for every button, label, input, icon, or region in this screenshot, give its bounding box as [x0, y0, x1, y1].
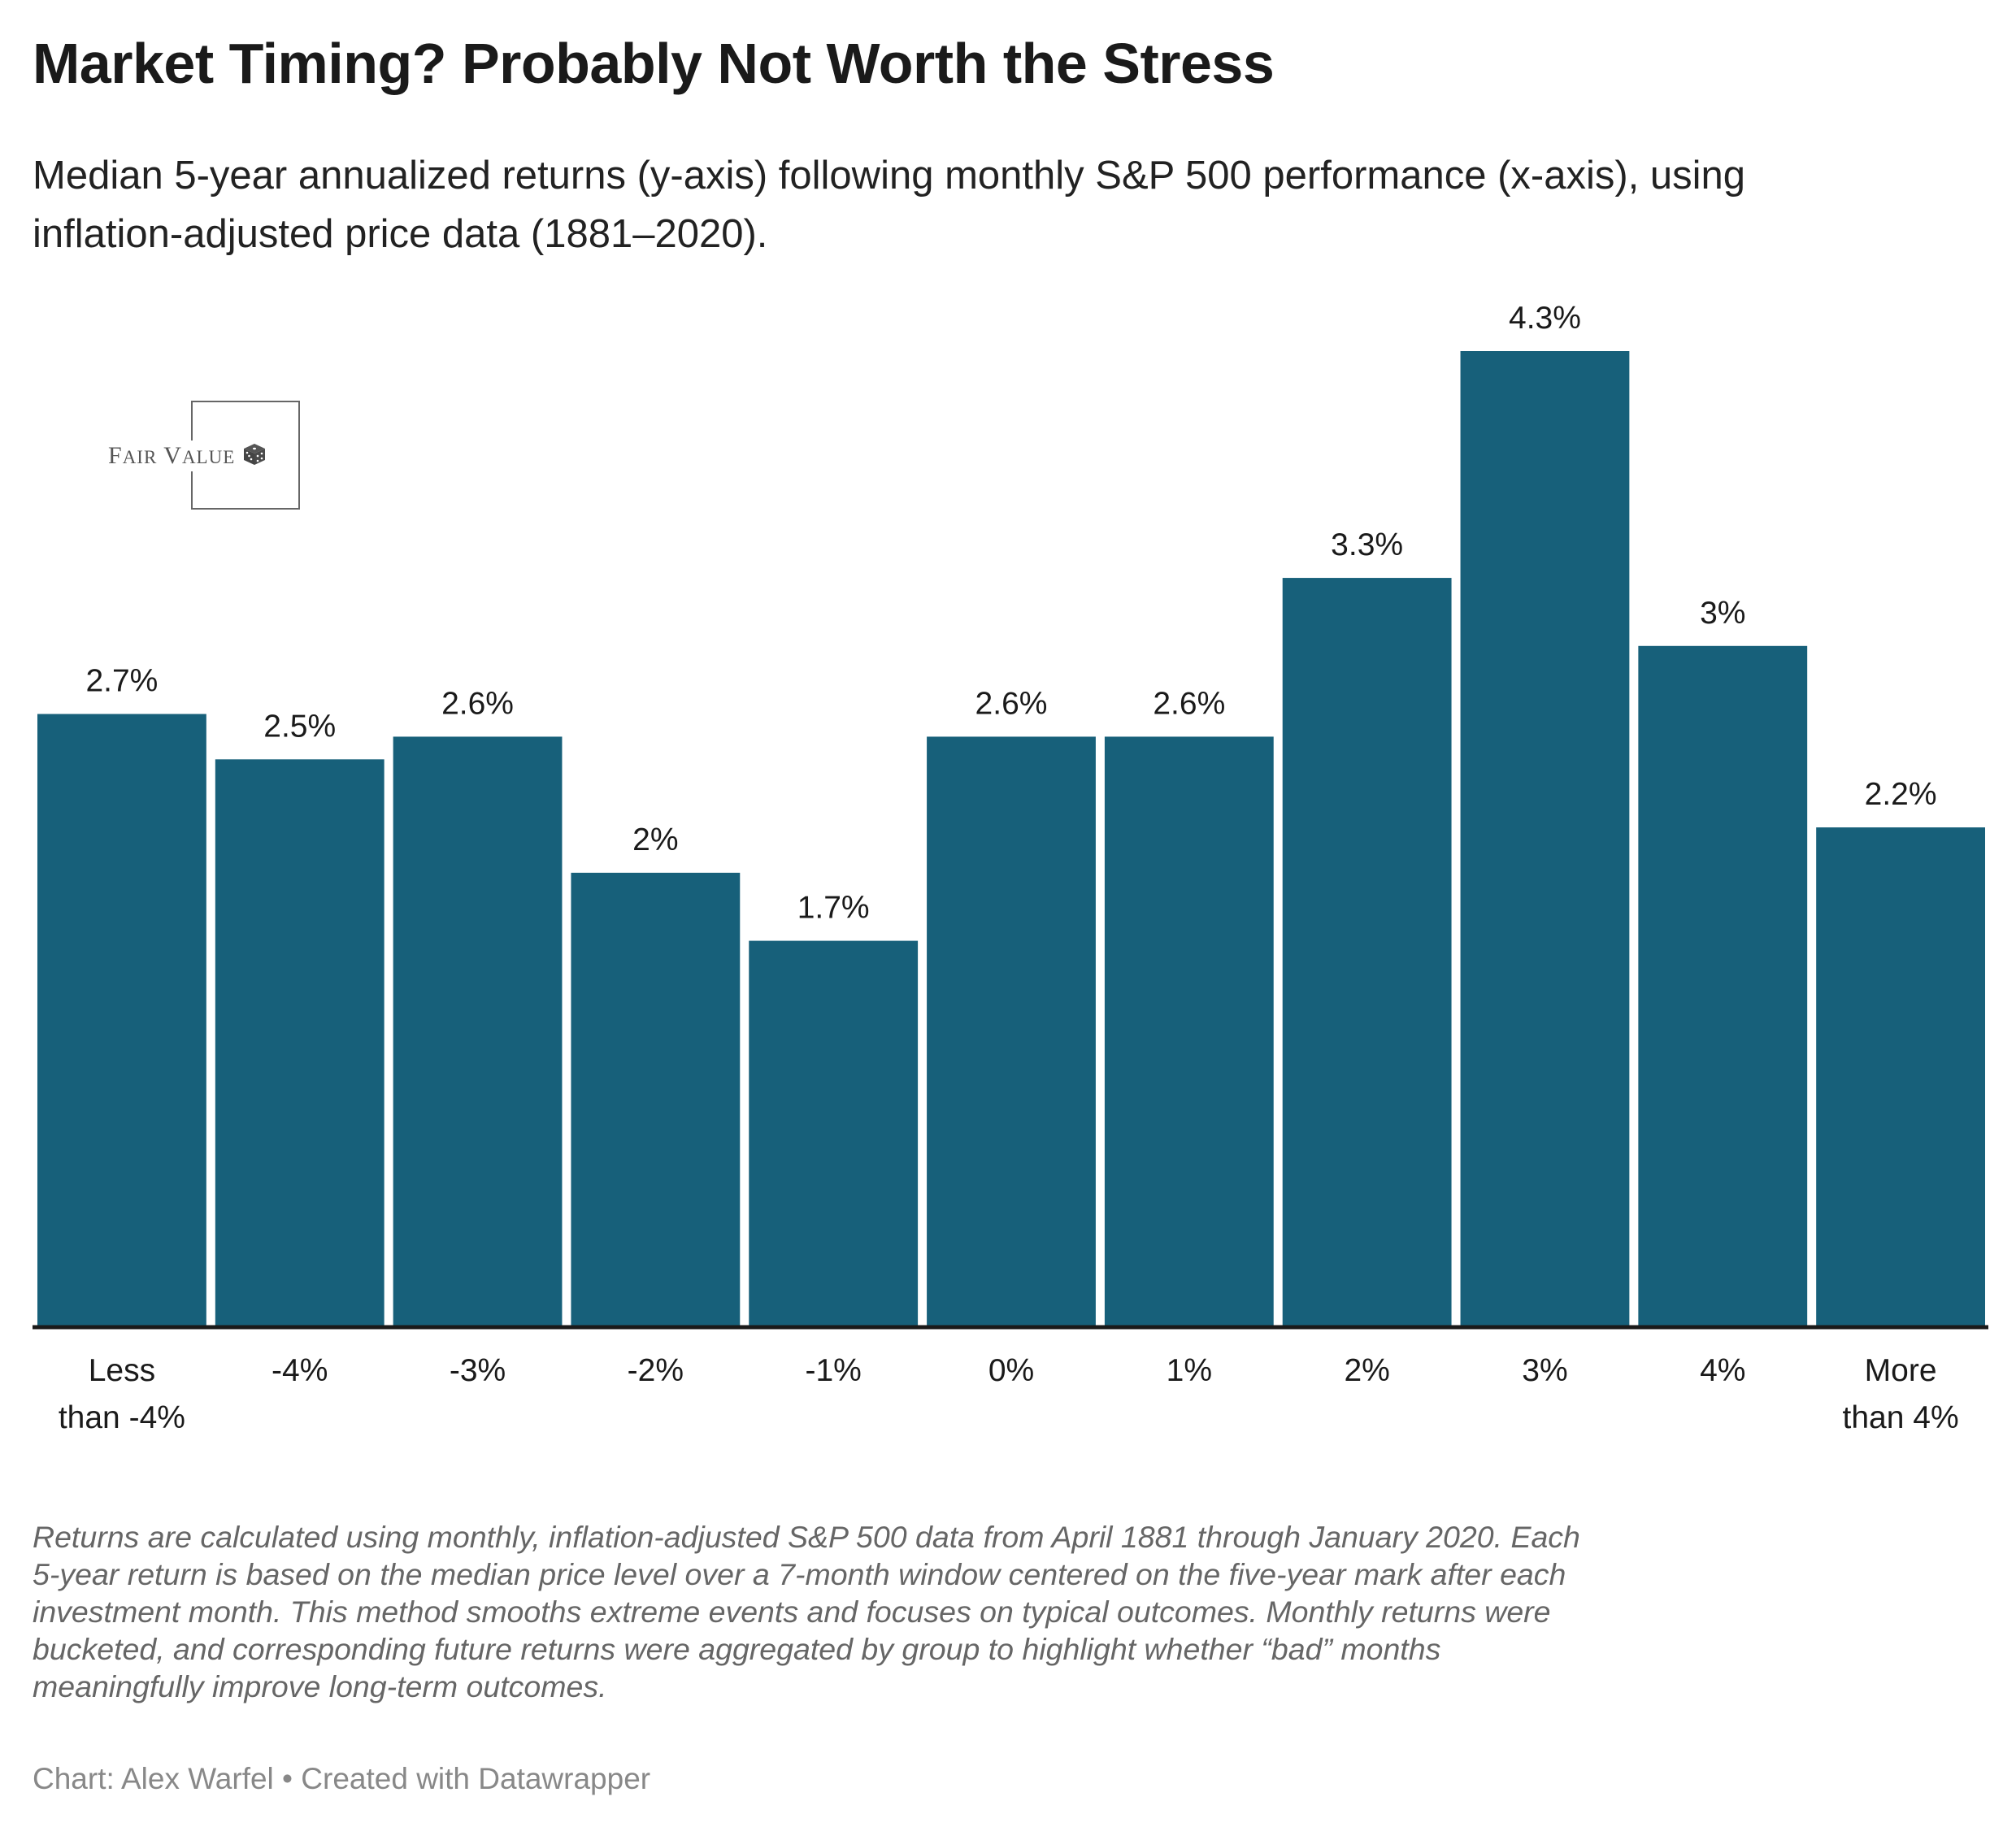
x-tick-label: 0% [988, 1353, 1034, 1388]
x-tick-label: -2% [628, 1353, 684, 1388]
logo: FAIR VALUE [108, 440, 267, 471]
value-label: 2.6% [441, 686, 514, 721]
x-tick-label: 4% [1700, 1353, 1745, 1388]
value-label: 2.2% [1865, 777, 1937, 812]
bar [749, 940, 919, 1326]
chart-subtitle: Median 5-year annualized returns (y-axis… [33, 146, 1745, 263]
value-label: 2.5% [263, 709, 336, 744]
bar [215, 759, 385, 1326]
bar [1460, 351, 1630, 1326]
bar [571, 872, 741, 1326]
value-label: 2.7% [85, 664, 158, 699]
value-label: 2.6% [1153, 686, 1225, 721]
notes-line: investment month. This method smooths ex… [33, 1595, 1551, 1629]
value-label: 3% [1700, 596, 1745, 631]
bar [1638, 645, 1808, 1326]
x-tick-label: than 4% [1843, 1400, 1959, 1435]
x-tick-label: -1% [806, 1353, 862, 1388]
subtitle-line: inflation-adjusted price data (1881–2020… [33, 212, 768, 256]
bar [1816, 827, 1985, 1326]
bar [1104, 736, 1274, 1326]
chart-title: Market Timing? Probably Not Worth the St… [33, 32, 1275, 95]
dice-icon [243, 444, 265, 465]
notes-line: bucketed, and corresponding future retur… [33, 1632, 1441, 1666]
value-label: 4.3% [1509, 301, 1581, 336]
x-tick-label: than -4% [59, 1400, 185, 1435]
x-tick-label: -4% [272, 1353, 328, 1388]
subtitle-line: Median 5-year annualized returns (y-axis… [33, 154, 1746, 197]
bar [393, 736, 563, 1326]
x-tick-label: 2% [1344, 1353, 1389, 1388]
bar [37, 714, 206, 1326]
notes-line: Returns are calculated using monthly, in… [33, 1520, 1580, 1554]
logo-text: FAIR VALUE [108, 442, 236, 469]
value-label: 2.6% [975, 686, 1048, 721]
x-tick-label: -3% [450, 1353, 506, 1388]
x-tick-label: More [1865, 1353, 1937, 1388]
notes-line: 5-year return is based on the median pri… [33, 1557, 1566, 1591]
x-tick-label: 1% [1167, 1353, 1212, 1388]
x-tick-label: Less [89, 1353, 155, 1388]
x-tick-label: 3% [1522, 1353, 1567, 1388]
bar-chart: 2.7% Less than -4% 2.5% -4% 2.6% -3% 2% -2% 1.7% -… [33, 301, 1988, 1435]
bar [927, 736, 1096, 1326]
chart-notes: Returns are calculated using monthly, in… [33, 1518, 1580, 1705]
bar [1282, 578, 1452, 1326]
value-label: 3.3% [1331, 527, 1403, 562]
chart-credit: Chart: Alex Warfel • Created with Datawr… [33, 1762, 651, 1795]
value-label: 2% [632, 822, 678, 857]
value-label: 1.7% [797, 891, 870, 926]
notes-line: meaningfully improve long-term outcomes. [33, 1669, 607, 1703]
